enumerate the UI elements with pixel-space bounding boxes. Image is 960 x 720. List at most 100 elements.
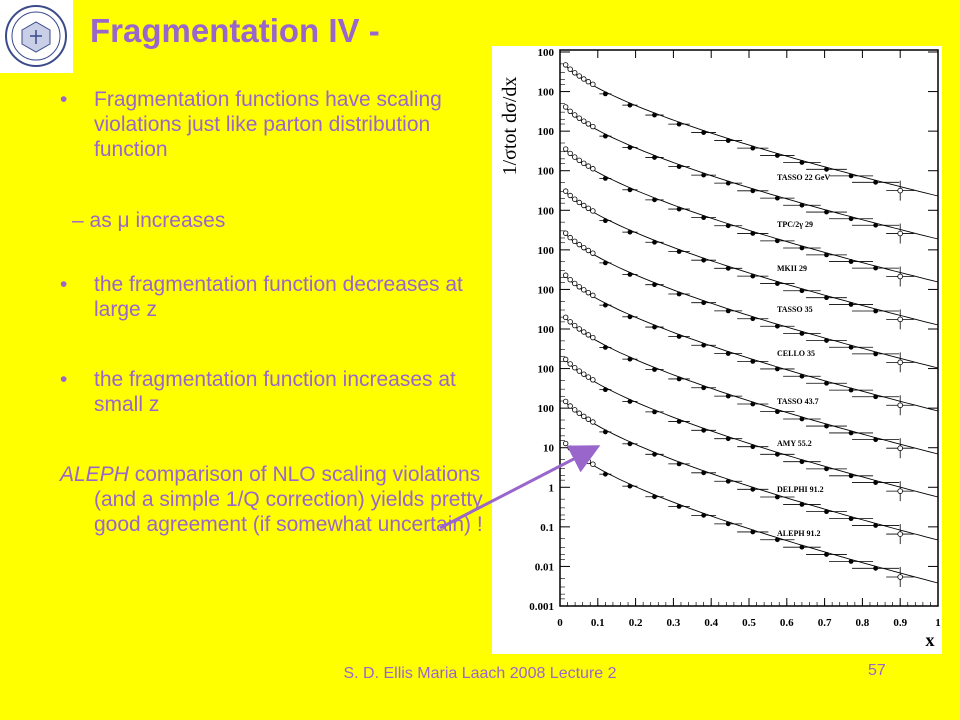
data-point (725, 393, 731, 399)
data-point-open (572, 238, 578, 245)
x-tick-label: 0.3 (667, 617, 681, 629)
data-point-open (897, 230, 904, 237)
data-point (676, 503, 682, 509)
y-tick-label: 100 (538, 126, 555, 138)
data-point (627, 483, 633, 489)
data-point-open (590, 334, 596, 341)
x-tick-label: 0.6 (780, 617, 794, 629)
x-tick-label: 0.1 (591, 617, 605, 629)
data-point-open (576, 241, 582, 248)
data-point (848, 344, 854, 350)
data-point-open (576, 284, 582, 290)
data-point-open (590, 123, 596, 130)
data-point (701, 300, 707, 306)
data-point (774, 451, 780, 457)
data-point-open (572, 112, 578, 118)
data-point (774, 323, 780, 329)
data-point-open (576, 199, 582, 206)
data-point (627, 229, 633, 235)
data-point (799, 416, 805, 422)
data-point (602, 91, 608, 97)
data-point (774, 238, 780, 244)
data-point-open (572, 449, 578, 455)
series-label: CELLO 35 (777, 349, 815, 358)
fragmentation-function-plot: 0 0.1 0.2 0.3 0.4 0.5 0.6 0.7 0.8 0.9 1 x 1/σtot dσ/… (492, 46, 942, 654)
data-point-open (897, 574, 904, 580)
data-point (602, 260, 608, 266)
data-point (602, 133, 608, 139)
data-point-open (572, 322, 578, 329)
data-point-open (576, 157, 582, 164)
data-point-open (562, 272, 569, 278)
data-point (652, 112, 657, 118)
data-point-open (567, 276, 573, 283)
data-point (750, 401, 756, 407)
paragraph-rest: comparison of NLO scaling violations (an… (94, 463, 483, 536)
x-tick-label: 0.5 (742, 617, 756, 629)
data-point-open (562, 356, 569, 363)
data-point (602, 429, 608, 435)
data-point (627, 441, 633, 447)
data-point (652, 494, 657, 500)
data-point (799, 502, 805, 507)
data-point (824, 166, 829, 172)
y-tick-label: 100 (538, 364, 555, 376)
data-point (848, 259, 854, 264)
y-tick-label: 100 (538, 87, 555, 99)
data-point-open (567, 234, 573, 241)
data-point (627, 399, 633, 404)
x-tick-label: 0.9 (893, 617, 907, 629)
data-point (652, 367, 657, 372)
data-point-open (576, 326, 582, 332)
data-point (676, 206, 682, 212)
y-tick-label: 0.1 (540, 522, 554, 534)
data-point-open (567, 66, 573, 72)
data-point (750, 316, 756, 322)
bullet-marker: • (60, 273, 68, 296)
data-point (725, 308, 731, 314)
data-point-open (581, 244, 587, 251)
university-seal-logo (0, 0, 73, 73)
data-point (701, 470, 707, 476)
fit-curve (563, 63, 939, 197)
data-point (774, 537, 780, 543)
x-tick-label: 0.4 (704, 617, 718, 629)
series-label: MKII 29 (777, 264, 807, 273)
data-point-open (897, 531, 904, 537)
data-point-open (590, 461, 596, 467)
data-point (848, 387, 854, 393)
data-point (774, 195, 780, 201)
data-point-open (562, 314, 569, 321)
data-point (676, 334, 682, 339)
y-tick-label: 100 (538, 205, 555, 217)
aleph-emphasis: ALEPH (60, 463, 129, 486)
data-point-open (590, 81, 596, 88)
data-point-open (572, 154, 578, 160)
university-seal-icon (5, 5, 67, 67)
data-point (725, 180, 731, 186)
fit-curve (563, 441, 939, 584)
data-point (873, 222, 879, 228)
data-point (799, 245, 805, 251)
y-tick-label: 100 (538, 245, 555, 257)
y-tick-label: 10 (543, 443, 555, 455)
data-point (750, 529, 756, 535)
bullet-small-z: • the fragmentation function increases a… (60, 367, 480, 417)
data-point (701, 342, 707, 348)
data-point-open (590, 377, 596, 383)
data-point (873, 523, 879, 528)
data-point (652, 409, 657, 415)
data-point (848, 559, 854, 564)
data-point (602, 387, 608, 393)
data-point-open (897, 402, 904, 409)
fit-curve (563, 315, 939, 455)
series-label: DELPHI 91.2 (777, 485, 824, 494)
series-label: TASSO 22 GeV (777, 173, 830, 182)
data-point-open (590, 292, 596, 299)
bullet-marker: • (60, 368, 68, 391)
y-tick-label: 100 (538, 284, 555, 296)
data-point (701, 257, 707, 263)
bullet-scaling-violations: • Fragmentation functions have scaling v… (60, 87, 480, 162)
data-point-open (581, 413, 587, 420)
data-point (824, 423, 829, 429)
